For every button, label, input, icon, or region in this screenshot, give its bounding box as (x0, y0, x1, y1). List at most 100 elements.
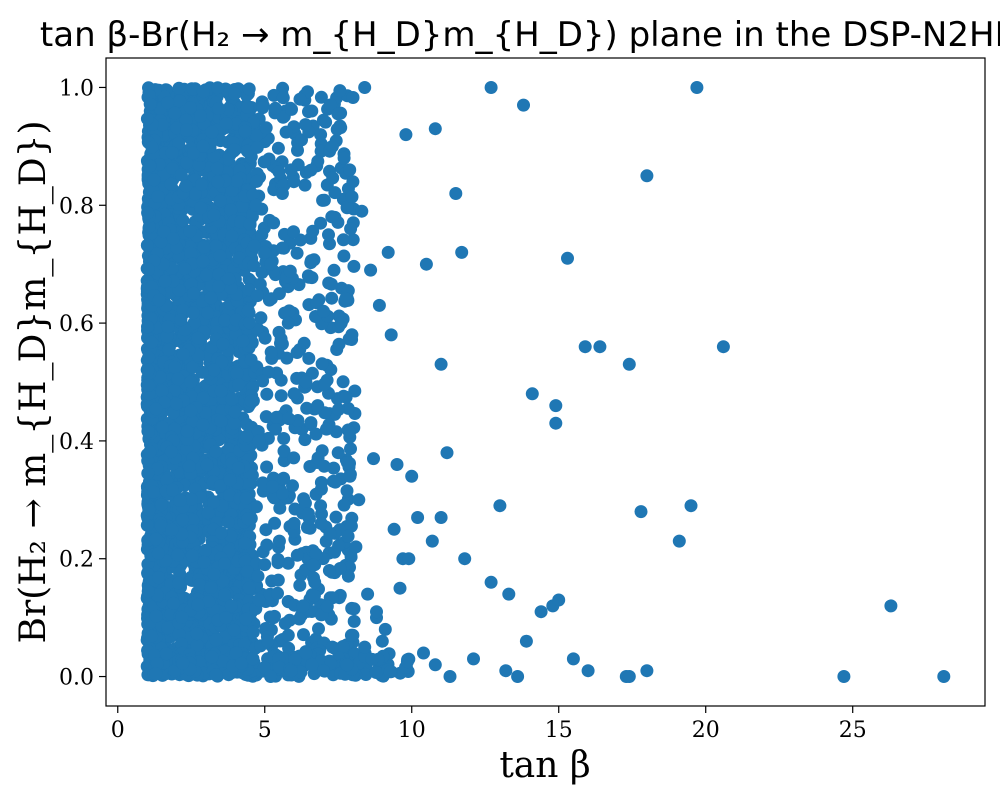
data-point (345, 328, 359, 342)
data-point (207, 495, 220, 509)
data-point (222, 442, 236, 456)
data-point (255, 266, 269, 279)
data-point (155, 384, 169, 398)
data-point (268, 101, 282, 115)
data-point (170, 121, 184, 135)
data-point (221, 515, 235, 529)
data-point (281, 556, 295, 570)
data-point (314, 90, 328, 104)
data-point (150, 657, 164, 671)
data-point (269, 422, 282, 436)
y-tick-label: 1.0 (59, 76, 94, 101)
data-point (241, 304, 255, 318)
data-point (297, 628, 310, 642)
data-point (175, 527, 189, 541)
data-point (266, 480, 279, 494)
data-point (174, 637, 188, 651)
data-point (304, 256, 318, 270)
data-point (331, 446, 345, 460)
data-point (549, 399, 563, 413)
data-point (246, 188, 260, 202)
data-point (511, 670, 525, 683)
data-point (179, 113, 193, 127)
data-point (581, 664, 595, 678)
data-point (304, 163, 318, 177)
data-point (141, 320, 154, 334)
data-point (317, 193, 331, 207)
data-point (149, 532, 163, 546)
data-point (176, 656, 190, 670)
data-point (261, 634, 275, 648)
data-point (168, 383, 181, 397)
data-point (149, 402, 163, 416)
data-point (247, 239, 261, 253)
data-point (352, 493, 366, 507)
data-point (141, 363, 155, 377)
data-point (314, 128, 328, 142)
data-point (186, 82, 200, 96)
data-point (142, 425, 155, 439)
plot-frame (105, 57, 986, 707)
data-point (341, 569, 355, 583)
data-point (165, 146, 179, 160)
data-point (186, 513, 200, 527)
data-point (332, 539, 346, 553)
data-point (250, 140, 264, 154)
data-point (218, 588, 231, 602)
data-point (260, 387, 274, 401)
data-point (378, 622, 392, 636)
data-point (167, 596, 180, 610)
data-point (367, 452, 380, 466)
data-point (207, 149, 221, 163)
data-point (145, 335, 159, 349)
data-point (228, 87, 242, 101)
data-point (143, 97, 157, 111)
data-point (211, 81, 225, 95)
data-point (307, 589, 321, 603)
x-axis: 0 5 10 15 20 25 (111, 706, 867, 743)
data-point (252, 593, 266, 607)
data-point (210, 161, 224, 175)
data-point (207, 208, 221, 222)
data-point (329, 510, 343, 524)
data-point (298, 496, 312, 510)
data-point (329, 425, 343, 439)
data-point (593, 340, 607, 354)
data-point (168, 664, 182, 678)
data-point (381, 245, 395, 259)
data-point (384, 328, 398, 342)
data-point (213, 479, 227, 493)
data-point (227, 623, 241, 637)
data-point (251, 569, 265, 583)
data-point (223, 473, 237, 487)
data-point (161, 320, 175, 334)
data-point (499, 664, 513, 678)
data-point (218, 313, 232, 327)
data-point (172, 283, 186, 297)
data-point (271, 141, 285, 155)
data-point (304, 416, 318, 430)
data-point (207, 567, 221, 581)
data-point (271, 586, 284, 600)
data-point (249, 198, 263, 212)
data-point (369, 666, 383, 679)
data-point (164, 177, 178, 191)
data-point (314, 216, 328, 230)
data-point (273, 501, 287, 515)
data-point (343, 425, 356, 439)
data-point (155, 118, 169, 132)
data-point (204, 581, 218, 594)
data-point (305, 104, 319, 118)
data-point (290, 246, 304, 260)
data-point (502, 587, 516, 601)
data-point (230, 174, 244, 188)
data-point (242, 581, 256, 595)
data-point (640, 169, 654, 183)
data-point (168, 106, 182, 120)
data-point (166, 232, 180, 246)
data-point (292, 612, 306, 626)
data-point (340, 658, 354, 672)
data-point (325, 139, 339, 153)
data-point (375, 634, 389, 648)
data-point (140, 112, 154, 126)
